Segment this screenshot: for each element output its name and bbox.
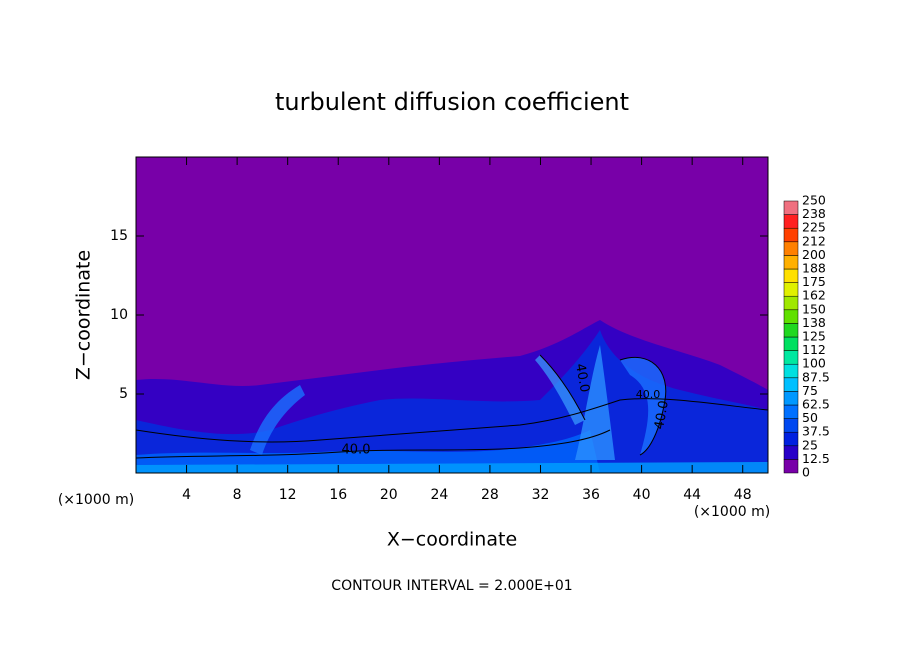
y-tick-label: 10 bbox=[110, 307, 128, 323]
colorbar-swatch bbox=[783, 336, 799, 351]
colorbar-swatch bbox=[783, 445, 799, 460]
colorbar-label: 125 bbox=[802, 329, 826, 344]
colorbar-label: 225 bbox=[802, 220, 826, 235]
x-tick-label: 16 bbox=[329, 487, 347, 503]
x-unit: (×1000 m) bbox=[694, 504, 770, 520]
x-tick-label: 28 bbox=[481, 487, 499, 503]
colorbar-swatch bbox=[783, 241, 799, 256]
colorbar-swatch bbox=[783, 200, 799, 215]
colorbar-label: 212 bbox=[802, 233, 826, 248]
colorbar-swatch bbox=[783, 309, 799, 324]
colorbar-swatch bbox=[783, 268, 799, 283]
colorbar-swatch bbox=[783, 391, 799, 406]
colorbar-label: 25 bbox=[802, 437, 818, 452]
colorbar-label: 0 bbox=[802, 465, 810, 480]
colorbar-swatch bbox=[783, 363, 799, 379]
x-tick-label: 12 bbox=[279, 487, 297, 503]
colorbar-swatch bbox=[783, 255, 799, 270]
colorbar-label: 87.5 bbox=[802, 369, 830, 384]
x-tick-label: 8 bbox=[233, 487, 242, 503]
contour-label: 40.0 bbox=[636, 388, 661, 401]
colorbar-label: 50 bbox=[802, 410, 818, 425]
y-tick-label: 5 bbox=[119, 386, 128, 402]
colorbar-swatch bbox=[783, 404, 799, 419]
colorbar-swatch bbox=[783, 459, 799, 474]
x-tick-label: 20 bbox=[380, 487, 398, 503]
x-tick-label: 4 bbox=[182, 487, 191, 503]
colorbar-swatch bbox=[783, 323, 799, 338]
contour-label: 40.0 bbox=[342, 443, 371, 458]
colorbar-swatch bbox=[783, 418, 799, 433]
colorbar-label: 200 bbox=[802, 247, 826, 262]
colorbar-label: 238 bbox=[802, 206, 826, 221]
colorbar-label: 100 bbox=[802, 356, 826, 371]
x-tick-label: 24 bbox=[430, 487, 448, 503]
colorbar-swatch bbox=[783, 214, 799, 229]
colorbar-label: 175 bbox=[802, 274, 826, 289]
colorbar-label: 37.5 bbox=[802, 424, 830, 439]
colorbar-label: 250 bbox=[802, 193, 826, 208]
chart-title: turbulent diffusion coefficient bbox=[275, 88, 629, 116]
colorbar-label: 112 bbox=[802, 342, 826, 357]
x-tick-label: 40 bbox=[633, 487, 651, 503]
y-axis-label: Z−coordinate bbox=[73, 250, 95, 380]
colorbar-swatch bbox=[783, 295, 799, 311]
x-axis-label: X−coordinate bbox=[387, 529, 517, 551]
colorbar-swatch bbox=[783, 431, 799, 447]
contour-field bbox=[136, 157, 768, 473]
colorbar-swatch bbox=[783, 282, 799, 297]
x-tick-label: 48 bbox=[734, 487, 752, 503]
y-tick-label: 15 bbox=[110, 228, 128, 244]
colorbar-label: 12.5 bbox=[802, 451, 830, 466]
x-tick-label: 36 bbox=[582, 487, 600, 503]
colorbar-swatch bbox=[783, 227, 799, 243]
colorbar-label: 150 bbox=[802, 301, 826, 316]
x-unit: (×1000 m) bbox=[58, 492, 134, 508]
colorbar-swatch bbox=[783, 350, 799, 365]
x-tick-label: 32 bbox=[532, 487, 550, 503]
colorbar-label: 162 bbox=[802, 288, 826, 303]
colorbar-swatch bbox=[783, 377, 799, 392]
colorbar-label: 75 bbox=[802, 383, 818, 398]
contour-label: 40.0 bbox=[572, 362, 592, 393]
x-tick-label: 44 bbox=[683, 487, 701, 503]
colorbar-label: 138 bbox=[802, 315, 826, 330]
colorbar-label: 188 bbox=[802, 261, 826, 276]
footer-note: CONTOUR INTERVAL = 2.000E+01 bbox=[331, 578, 572, 594]
contour-label: 40.0 bbox=[652, 399, 672, 430]
colorbar-label: 62.5 bbox=[802, 397, 830, 412]
